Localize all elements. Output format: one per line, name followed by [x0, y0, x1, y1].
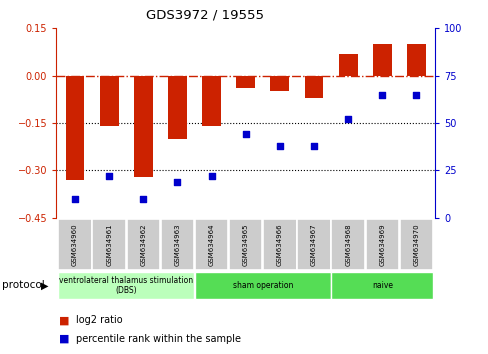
- Bar: [270, 76, 289, 91]
- Text: GSM634963: GSM634963: [174, 223, 180, 266]
- Bar: [236, 76, 255, 88]
- Text: GSM634970: GSM634970: [412, 223, 419, 266]
- Text: ■: ■: [59, 315, 69, 325]
- Text: sham operation: sham operation: [232, 281, 292, 290]
- Text: ▶: ▶: [41, 280, 49, 290]
- Bar: [372, 44, 391, 76]
- Bar: [194, 219, 228, 270]
- Bar: [194, 272, 330, 299]
- Text: GDS3972 / 19555: GDS3972 / 19555: [146, 9, 264, 22]
- Bar: [100, 76, 118, 126]
- Text: protocol: protocol: [2, 280, 45, 290]
- Point: [105, 173, 113, 179]
- Point: [241, 132, 249, 137]
- Text: ventrolateral thalamus stimulation
(DBS): ventrolateral thalamus stimulation (DBS): [59, 276, 193, 295]
- Text: GSM634961: GSM634961: [106, 223, 112, 266]
- Point: [139, 196, 147, 202]
- Point: [71, 196, 79, 202]
- Bar: [58, 219, 92, 270]
- Bar: [263, 219, 296, 270]
- Text: GSM634960: GSM634960: [72, 223, 78, 266]
- Bar: [92, 219, 125, 270]
- Text: GSM634968: GSM634968: [345, 223, 350, 266]
- Point: [173, 179, 181, 184]
- Bar: [58, 272, 194, 299]
- Text: GSM634967: GSM634967: [310, 223, 316, 266]
- Text: percentile rank within the sample: percentile rank within the sample: [76, 334, 240, 344]
- Bar: [365, 219, 398, 270]
- Bar: [297, 219, 330, 270]
- Point: [275, 143, 283, 149]
- Bar: [228, 219, 262, 270]
- Bar: [399, 219, 432, 270]
- Point: [207, 173, 215, 179]
- Bar: [338, 53, 357, 76]
- Point: [378, 92, 386, 97]
- Bar: [161, 219, 194, 270]
- Point: [344, 116, 351, 122]
- Text: naive: naive: [371, 281, 392, 290]
- Text: ■: ■: [59, 334, 69, 344]
- Bar: [126, 219, 160, 270]
- Bar: [331, 219, 364, 270]
- Bar: [304, 76, 323, 98]
- Bar: [331, 272, 432, 299]
- Bar: [202, 76, 221, 126]
- Point: [309, 143, 317, 149]
- Bar: [65, 76, 84, 180]
- Text: log2 ratio: log2 ratio: [76, 315, 122, 325]
- Bar: [134, 76, 152, 177]
- Bar: [168, 76, 186, 139]
- Text: GSM634964: GSM634964: [208, 223, 214, 266]
- Text: GSM634962: GSM634962: [140, 223, 146, 266]
- Bar: [406, 44, 425, 76]
- Point: [412, 92, 420, 97]
- Text: GSM634969: GSM634969: [379, 223, 385, 266]
- Text: GSM634965: GSM634965: [242, 223, 248, 266]
- Text: GSM634966: GSM634966: [276, 223, 282, 266]
